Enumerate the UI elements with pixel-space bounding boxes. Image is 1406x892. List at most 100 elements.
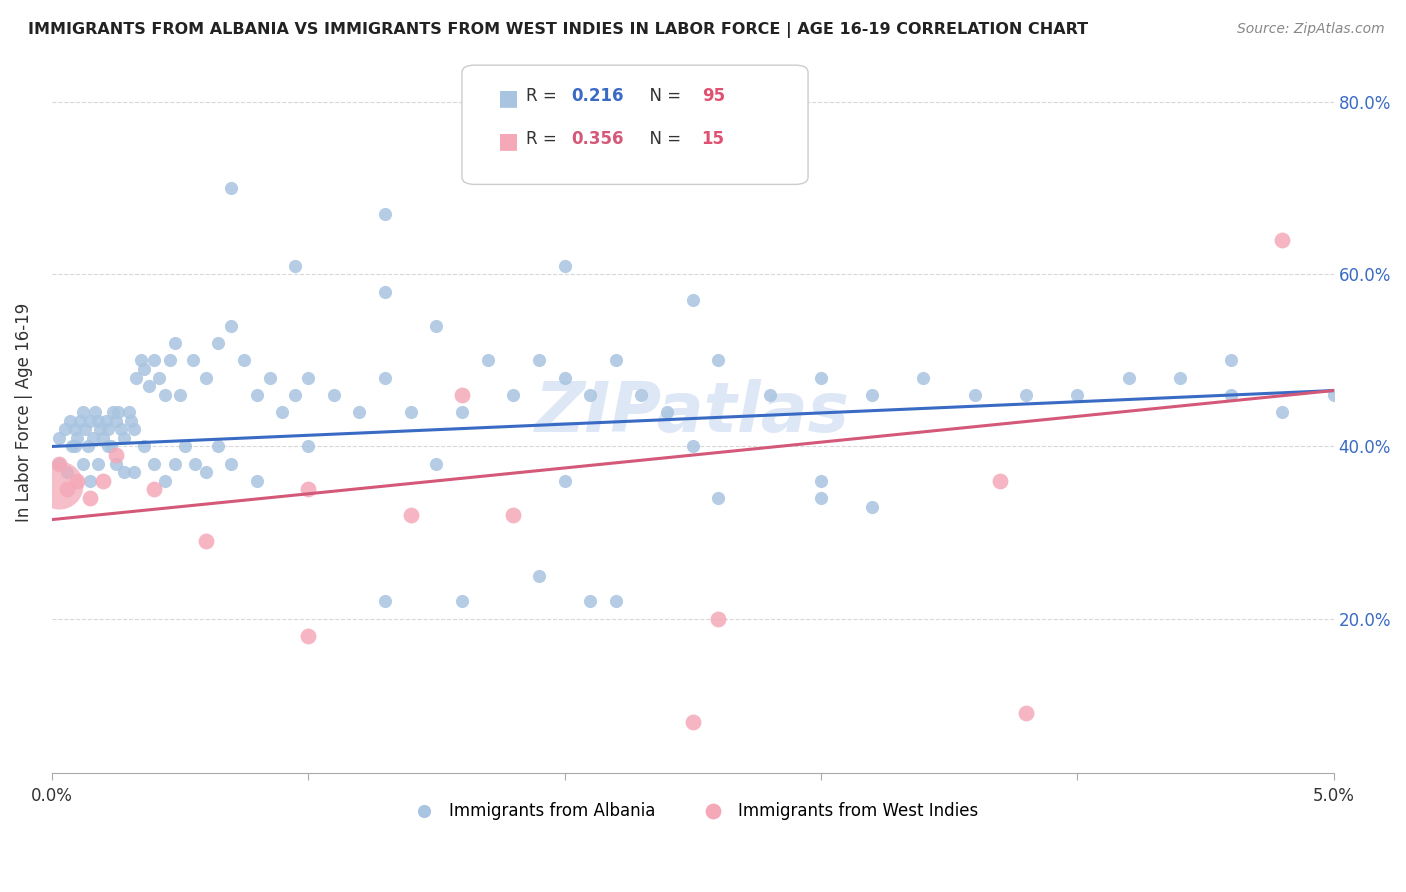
Point (963, 388, 986, 402)
Point (76, 440, 98, 454)
Point (79, 491, 101, 505)
Point (59, 414, 82, 428)
Point (233, 353, 256, 368)
Point (682, 714, 704, 729)
Point (104, 448, 127, 462)
Point (682, 293, 704, 308)
Point (153, 388, 176, 402)
Text: R =: R = (526, 130, 562, 148)
Point (138, 379, 160, 393)
Point (48, 457, 70, 471)
Point (66, 431, 89, 445)
Point (79, 414, 101, 428)
Point (72, 405, 94, 419)
Text: Source: ZipAtlas.com: Source: ZipAtlas.com (1237, 22, 1385, 37)
Point (104, 457, 127, 471)
Point (110, 422, 132, 436)
Text: ■: ■ (498, 132, 519, 152)
Point (451, 594, 474, 608)
Point (810, 474, 832, 488)
Point (655, 405, 678, 419)
Point (56, 465, 79, 479)
Point (143, 457, 166, 471)
Point (527, 568, 550, 582)
Point (84, 405, 107, 419)
Point (87, 414, 110, 428)
Point (707, 491, 730, 505)
Point (1271, 233, 1294, 247)
Point (122, 465, 145, 479)
Point (48, 431, 70, 445)
Point (112, 431, 135, 445)
Point (1323, 388, 1346, 402)
Point (69, 414, 91, 428)
Point (579, 594, 602, 608)
Point (451, 405, 474, 419)
Point (181, 353, 204, 368)
Point (79, 474, 101, 488)
Point (143, 353, 166, 368)
Point (87, 457, 110, 471)
Point (63, 422, 86, 436)
Point (1220, 388, 1243, 402)
Point (988, 474, 1011, 488)
Text: 15: 15 (702, 130, 724, 148)
Point (153, 474, 176, 488)
Point (1015, 388, 1038, 402)
Point (194, 534, 217, 549)
Point (219, 457, 242, 471)
Point (60, 440, 83, 454)
Point (707, 353, 730, 368)
Point (349, 405, 371, 419)
Point (1066, 388, 1088, 402)
Point (112, 465, 135, 479)
Text: N =: N = (638, 130, 686, 148)
Point (605, 594, 627, 608)
Point (118, 405, 141, 419)
Point (297, 629, 319, 643)
Point (1118, 370, 1140, 384)
Point (553, 474, 575, 488)
Point (284, 259, 307, 273)
Point (159, 353, 181, 368)
Point (259, 370, 281, 384)
Point (425, 318, 447, 333)
Legend: Immigrants from Albania, Immigrants from West Indies: Immigrants from Albania, Immigrants from… (401, 795, 986, 827)
Text: N =: N = (638, 87, 686, 105)
Point (758, 388, 780, 402)
Point (63, 440, 86, 454)
Point (97, 422, 120, 436)
Point (553, 259, 575, 273)
Point (53, 422, 76, 436)
Point (553, 370, 575, 384)
Point (143, 483, 166, 497)
Point (605, 353, 627, 368)
Text: 95: 95 (702, 87, 724, 105)
Point (477, 353, 499, 368)
Point (1015, 706, 1038, 721)
Point (89, 422, 111, 436)
Point (107, 405, 129, 419)
Point (374, 207, 396, 221)
Point (399, 508, 422, 523)
Point (82, 431, 104, 445)
Point (322, 388, 344, 402)
Point (579, 388, 602, 402)
Point (374, 285, 396, 299)
Point (502, 508, 524, 523)
Point (122, 422, 145, 436)
Point (219, 318, 242, 333)
Point (810, 491, 832, 505)
Point (860, 388, 883, 402)
Point (297, 440, 319, 454)
Point (163, 336, 186, 351)
Point (120, 414, 142, 428)
Point (100, 440, 122, 454)
Point (284, 388, 307, 402)
Point (66, 474, 89, 488)
Point (72, 457, 94, 471)
Point (194, 465, 217, 479)
Point (219, 181, 242, 195)
Point (91, 431, 114, 445)
Point (163, 457, 186, 471)
